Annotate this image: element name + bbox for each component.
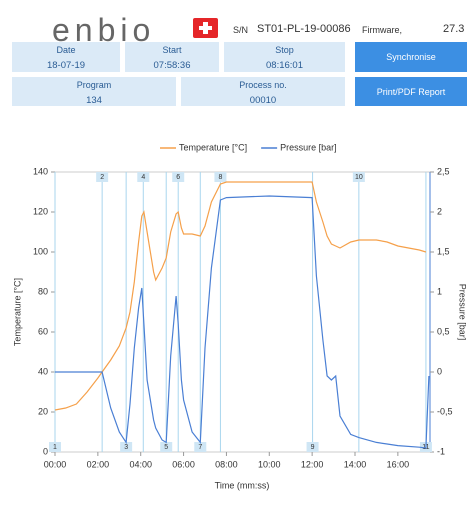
legend-label: Temperature [°C] <box>179 142 247 152</box>
y-tick-label: 60 <box>38 326 48 336</box>
event-label: 9 <box>311 444 315 451</box>
firmware-label: Firmware, <box>362 25 402 35</box>
y2-tick-label: 1,5 <box>437 246 450 256</box>
x-tick-label: 06:00 <box>172 459 195 469</box>
event-label: 10 <box>355 174 363 181</box>
y-tick-label: 80 <box>38 286 48 296</box>
value: 134 <box>86 95 102 106</box>
x-tick-label: 10:00 <box>258 459 281 469</box>
x-tick-label: 08:00 <box>215 459 238 469</box>
y2-tick-label: 2,5 <box>437 166 450 176</box>
x-tick-label: 12:00 <box>301 459 324 469</box>
event-box <box>214 172 227 182</box>
y2-axis-title: Pressure [bar] <box>458 284 468 341</box>
y2-tick-label: 0,5 <box>437 326 450 336</box>
y2-tick-label: 2 <box>437 206 442 216</box>
event-box <box>352 172 365 182</box>
process-panel: Process no. 00010 <box>181 77 345 106</box>
date-panel: Date 18-07-19 <box>12 42 120 72</box>
y-tick-label: 40 <box>38 366 48 376</box>
event-label: 8 <box>218 174 222 181</box>
event-box <box>96 172 109 182</box>
y-tick-label: 0 <box>43 446 48 456</box>
y-tick-label: 120 <box>33 206 48 216</box>
event-label: 5 <box>164 444 168 451</box>
event-box <box>160 442 173 452</box>
value: 08:16:01 <box>266 60 303 71</box>
x-tick-label: 00:00 <box>44 459 67 469</box>
sn-label: S/N <box>233 25 249 35</box>
report-button[interactable]: Print/PDF Report <box>355 77 467 106</box>
serial: ST01-PL-19-00086 <box>257 23 351 35</box>
flag <box>193 18 218 38</box>
y2-tick-label: 0 <box>437 366 442 376</box>
label: Process no. <box>239 80 287 90</box>
label: Stop <box>275 45 294 55</box>
event-label: 4 <box>141 174 145 181</box>
event-label: 1 <box>53 444 57 451</box>
event-label: 6 <box>176 174 180 181</box>
label: Date <box>56 45 76 55</box>
event-box <box>172 172 185 182</box>
value: 18-07-19 <box>46 60 86 71</box>
y2-tick-label: 1 <box>437 286 442 296</box>
x-tick-label: 04:00 <box>129 459 152 469</box>
event-box <box>120 442 133 452</box>
stop-panel: Stop 08:16:01 <box>224 42 345 72</box>
label: Program <box>76 80 112 90</box>
y-tick-label: 100 <box>33 246 48 256</box>
x-tick-label: 02:00 <box>87 459 110 469</box>
label: Start <box>162 45 182 55</box>
legend-label: Pressure [bar] <box>280 142 337 152</box>
synchronise-button[interactable]: Synchronise <box>355 42 467 72</box>
y2-tick-label: -1 <box>437 446 445 456</box>
start-panel: Start 07:58:36 <box>125 42 219 72</box>
series-line <box>54 181 427 411</box>
event-box <box>194 442 207 452</box>
event-box <box>137 172 150 182</box>
series-line <box>55 195 430 449</box>
x-tick-label: 16:00 <box>387 459 410 469</box>
chart: Temperature [°C] Pressure [bar] Time (mm… <box>12 142 468 490</box>
value: 00010 <box>249 95 277 106</box>
event-box <box>49 442 61 452</box>
x-axis-title: Time (mm:ss) <box>215 480 270 490</box>
event-box <box>306 442 319 452</box>
event-label: 2 <box>100 174 104 181</box>
y-tick-label: 20 <box>38 406 48 416</box>
x-tick-label: 14:00 <box>344 459 367 469</box>
y-axis-title: Temperature [°C] <box>12 278 22 346</box>
event-label: 3 <box>124 444 128 451</box>
event-label: 7 <box>198 444 202 451</box>
program-panel: Program 134 <box>12 77 176 106</box>
y-tick-label: 140 <box>33 166 48 176</box>
firmware: 27.3 <box>443 23 465 35</box>
y2-tick-label: -0,5 <box>437 406 453 416</box>
value: 07:58:36 <box>153 60 191 71</box>
